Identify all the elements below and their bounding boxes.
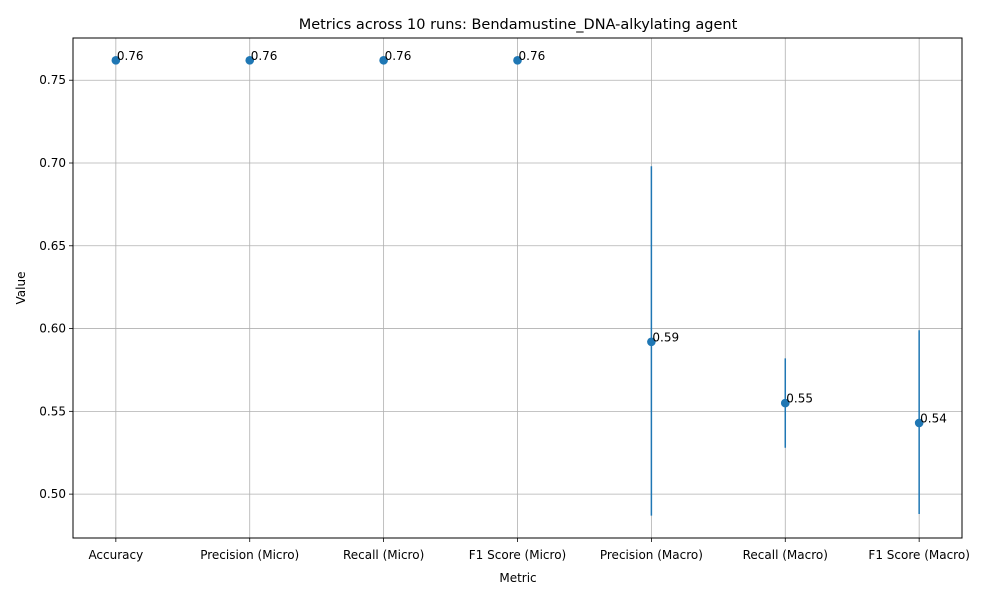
x-tick-label: Precision (Macro) bbox=[600, 548, 703, 562]
data-point bbox=[914, 418, 924, 428]
data-label: 0.76 bbox=[385, 49, 412, 63]
data-label: 0.59 bbox=[652, 330, 679, 344]
data-label: 0.76 bbox=[519, 49, 546, 63]
y-tick-label: 0.70 bbox=[39, 156, 66, 170]
x-axis-ticks: Accuracy Precision (Micro) Recall (Micro) F… bbox=[88, 538, 970, 562]
y-axis-ticks: 0.50 0.55 0.60 0.65 0.70 0.75 bbox=[39, 73, 73, 501]
x-axis-label: Metric bbox=[499, 571, 536, 585]
y-tick-label: 0.55 bbox=[39, 404, 66, 418]
data-label: 0.55 bbox=[786, 392, 813, 406]
data-point bbox=[513, 56, 522, 65]
x-tick-label: Recall (Micro) bbox=[343, 548, 424, 562]
data-point bbox=[111, 56, 121, 65]
y-axis-label: Value bbox=[14, 272, 28, 305]
x-tick-label: Recall (Macro) bbox=[743, 548, 828, 562]
x-tick-label: Accuracy bbox=[88, 548, 143, 562]
data-point bbox=[245, 56, 255, 65]
y-tick-label: 0.50 bbox=[39, 487, 66, 501]
x-tick-label: F1 Score (Macro) bbox=[868, 548, 969, 562]
data-point bbox=[780, 398, 790, 408]
data-label: 0.76 bbox=[117, 49, 144, 63]
data-points bbox=[111, 56, 924, 428]
data-point bbox=[379, 56, 388, 65]
data-point bbox=[647, 337, 656, 347]
data-label: 0.54 bbox=[920, 411, 947, 425]
x-tick-label: Precision (Micro) bbox=[200, 548, 299, 562]
x-tick-label: F1 Score (Micro) bbox=[469, 548, 566, 562]
data-label: 0.76 bbox=[251, 49, 278, 63]
y-tick-label: 0.60 bbox=[39, 322, 66, 336]
y-tick-label: 0.65 bbox=[39, 239, 66, 253]
data-labels: 0.76 0.76 0.76 0.76 0.59 0.55 0.54 bbox=[117, 49, 947, 426]
chart-title: Metrics across 10 runs: Bendamustine_DNA… bbox=[299, 17, 738, 33]
y-tick-label: 0.75 bbox=[39, 73, 66, 87]
